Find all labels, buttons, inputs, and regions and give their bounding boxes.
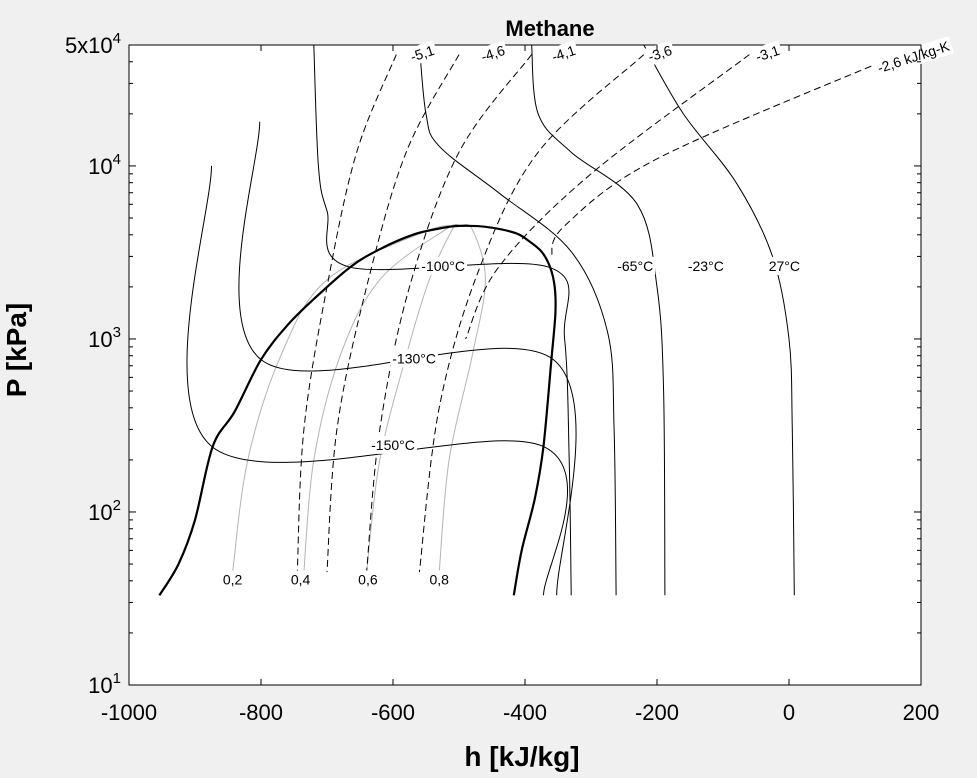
isotherm-label-3: -65°C: [615, 256, 656, 275]
isentrope-label-2-text: -4,1: [550, 42, 578, 65]
quality-label-1-bg: [288, 570, 313, 589]
x-axis: -1000 -800 -600 -400 -200 0 200: [101, 45, 940, 725]
isentrope-3: [418, 54, 645, 573]
quality-line-1: [303, 223, 460, 573]
isotherm-label-5: 27°C: [766, 256, 803, 275]
isotherm-label-0-text: -150°C: [371, 437, 415, 453]
plot-area: [128, 44, 922, 686]
x-tick-label-0: -1000: [101, 700, 157, 725]
isentrope-2: [366, 54, 533, 573]
quality-label-1: 0,4: [288, 570, 313, 589]
isentrope-label-5-bg: [873, 35, 955, 78]
isotherm-label-1-text: -130°C: [392, 350, 436, 366]
isotherm-4: [531, 44, 666, 596]
isentrope-label-3: -3,6: [643, 40, 677, 67]
saturation-dome: [158, 224, 557, 596]
quality-label-2: 0,6: [356, 570, 380, 589]
quality-line-3: [438, 223, 486, 573]
isotherm-label-2: -100°C: [419, 256, 468, 275]
y-tick-label-3: 104: [88, 151, 121, 179]
isentrope-1: [326, 54, 460, 573]
isentrope-label-4: -3,1: [751, 40, 784, 67]
isotherm-label-1-bg: [390, 349, 438, 368]
isentrope-5: [550, 61, 882, 257]
x-tick-label-6: 200: [903, 700, 940, 725]
isotherm-label-4-bg: [685, 256, 726, 275]
isotherm-label-2-bg: [419, 256, 468, 275]
isentrope-label-3-text: -3,6: [646, 42, 674, 65]
isentrope-label-2: -4,1: [547, 40, 580, 67]
isotherm-label-1: -130°C: [390, 349, 438, 368]
isentrope-label-2-bg: [547, 40, 580, 67]
isotherm-label-4: -23°C: [685, 256, 726, 275]
y-tick-label-2: 103: [88, 324, 121, 352]
y-axis-title: P [kPa]: [1, 303, 32, 397]
isentrope-label-0: -5,1: [406, 40, 439, 67]
isotherm-label-0: -150°C: [369, 435, 417, 454]
x-tick-label-2: -600: [371, 700, 415, 725]
quality-label-0-bg: [220, 570, 245, 589]
isotherm-label-5-bg: [766, 256, 803, 275]
quality-label-2-bg: [356, 570, 380, 589]
x-tick-label-1: -800: [239, 700, 283, 725]
isentrope-label-1: -4,6: [476, 40, 510, 67]
quality-label-3-bg: [427, 570, 452, 589]
isotherm-label-5-text: 27°C: [769, 258, 800, 274]
isentrope-4: [465, 54, 750, 340]
isentrope-label-1-bg: [476, 40, 510, 67]
y-tick-label-4: 5x104: [65, 30, 121, 58]
isentrope-label-0-text: -5,1: [408, 42, 436, 65]
quality-label-0: 0,2: [220, 570, 245, 589]
quality-line-2: [366, 223, 460, 573]
isotherm-3: [418, 44, 617, 596]
x-tick-label-5: 0: [783, 700, 795, 725]
quality-label-3-text: 0,8: [429, 572, 449, 588]
quality-label-1-text: 0,4: [291, 572, 311, 588]
quality-label-2-text: 0,6: [358, 572, 378, 588]
isotherm-label-3-text: -65°C: [617, 258, 653, 274]
isentrope-label-1-text: -4,6: [479, 42, 507, 65]
y-tick-label-1: 102: [88, 497, 121, 525]
isotherm-0: [186, 165, 569, 596]
isentrope-label-4-text: -3,1: [754, 42, 782, 65]
isentrope-label-0-bg: [406, 40, 439, 67]
chart-title: Methane: [505, 16, 594, 41]
isotherm-label-2-text: -100°C: [421, 258, 465, 274]
y-tick-label-0: 101: [88, 670, 121, 698]
labels-layer: -150°C -130°C -100°C -65°C -23°C 27°C -5,1 -4,6…: [220, 35, 955, 589]
isotherm-label-4-text: -23°C: [688, 258, 724, 274]
x-axis-title: h [kJ/kg]: [464, 741, 579, 772]
x-tick-label-3: -400: [503, 700, 547, 725]
quality-label-0-text: 0,2: [223, 572, 243, 588]
y-axis: 101 102 103 104 5x104: [65, 30, 921, 698]
isentrope-label-4-bg: [751, 40, 784, 67]
quality-label-3: 0,8: [427, 570, 452, 589]
isotherm-2: [313, 44, 572, 596]
isotherm-label-0-bg: [369, 435, 417, 454]
x-tick-label-4: -200: [635, 700, 679, 725]
isotherm-label-3-bg: [615, 256, 656, 275]
isentrope-label-3-bg: [643, 40, 677, 67]
